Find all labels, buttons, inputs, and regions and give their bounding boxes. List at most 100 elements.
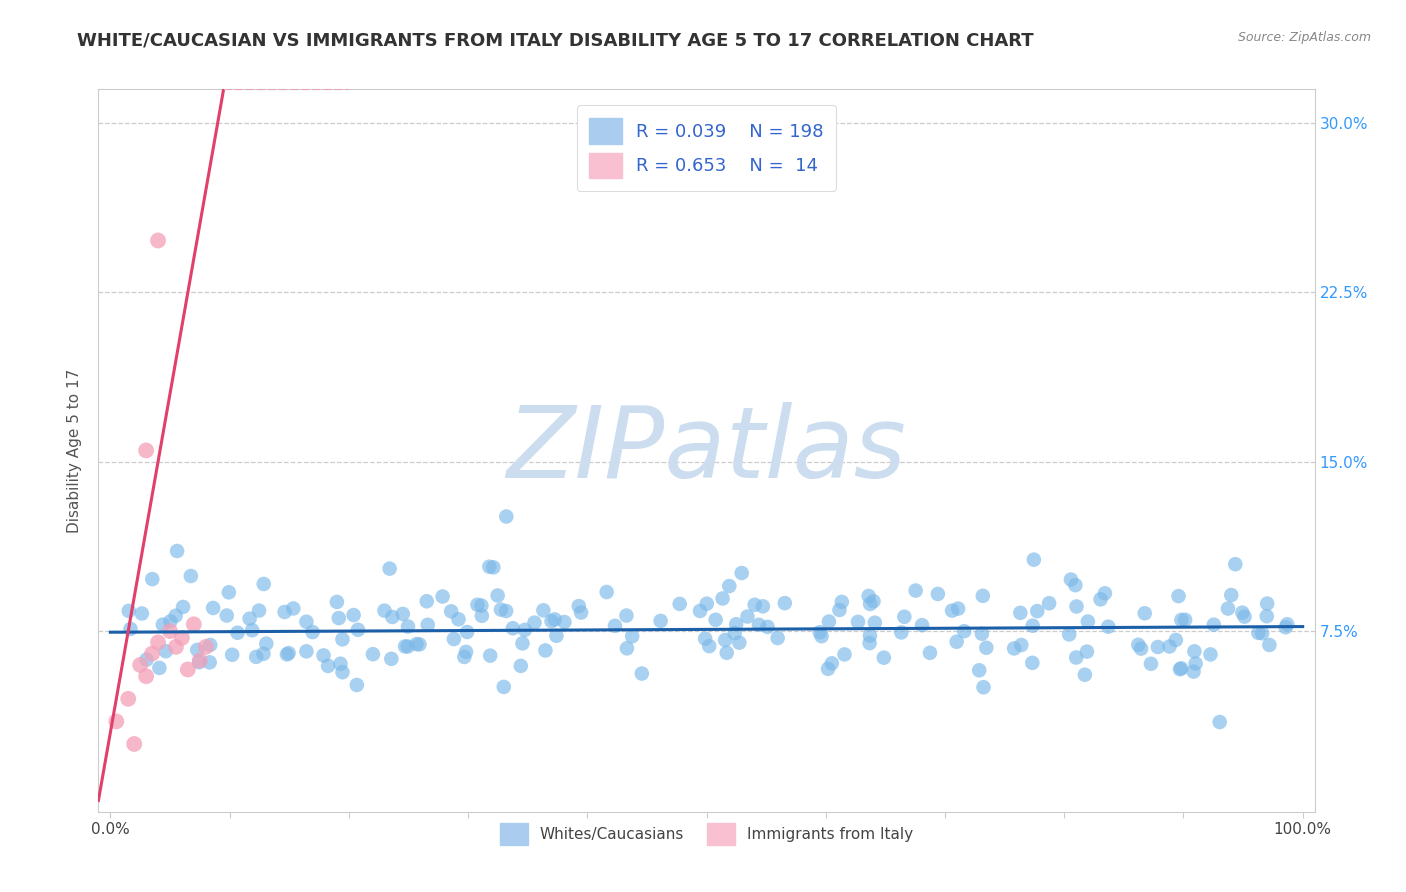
Point	[1174, 613, 1197, 627]
Point	[596, 585, 619, 599]
Point	[650, 614, 672, 628]
Point	[489, 602, 512, 616]
Point	[973, 680, 995, 694]
Point	[1256, 609, 1278, 624]
Point	[332, 632, 354, 647]
Point	[953, 624, 976, 639]
Point	[546, 629, 568, 643]
Point	[467, 598, 489, 612]
Point	[1097, 620, 1119, 634]
Point	[1216, 601, 1239, 615]
Point	[1247, 625, 1270, 640]
Point	[630, 666, 652, 681]
Point	[1208, 714, 1230, 729]
Point	[531, 603, 554, 617]
Point	[704, 613, 727, 627]
Point	[215, 608, 238, 623]
Point	[1076, 645, 1098, 659]
Point	[1220, 588, 1243, 602]
Point	[1182, 665, 1205, 679]
Legend: Whites/Caucasians, Immigrants from Italy: Whites/Caucasians, Immigrants from Italy	[494, 817, 920, 851]
Point	[118, 604, 141, 618]
Point	[862, 594, 884, 608]
Point	[927, 587, 949, 601]
Point	[1199, 648, 1222, 662]
Point	[202, 601, 225, 615]
Text: WHITE/CAUCASIAN VS IMMIGRANTS FROM ITALY DISABILITY AGE 5 TO 17 CORRELATION CHAR: WHITE/CAUCASIAN VS IMMIGRANTS FROM ITALY…	[77, 31, 1033, 49]
Point	[172, 599, 194, 614]
Point	[378, 561, 401, 575]
Point	[569, 606, 592, 620]
Point	[716, 646, 738, 660]
Point	[486, 589, 509, 603]
Point	[456, 625, 478, 640]
Point	[159, 615, 181, 629]
Point	[453, 649, 475, 664]
Point	[904, 583, 927, 598]
Point	[697, 639, 720, 653]
Point	[621, 629, 644, 643]
Point	[1090, 592, 1112, 607]
Point	[512, 636, 534, 650]
Point	[1170, 613, 1192, 627]
Point	[380, 652, 402, 666]
Point	[1168, 662, 1191, 676]
Point	[396, 619, 419, 633]
Point	[540, 614, 562, 628]
Point	[1167, 589, 1189, 603]
Text: ZIPatlas: ZIPatlas	[506, 402, 907, 499]
Point	[1225, 558, 1247, 572]
Point	[381, 610, 404, 624]
Point	[1002, 641, 1025, 656]
Point	[146, 635, 169, 649]
Point	[1233, 609, 1256, 624]
Point	[1057, 627, 1080, 641]
Point	[863, 615, 886, 630]
Point	[1038, 596, 1060, 610]
Point	[818, 615, 841, 629]
Point	[534, 643, 557, 657]
Point	[155, 644, 177, 658]
Point	[1026, 604, 1049, 618]
Point	[239, 612, 262, 626]
Point	[194, 640, 217, 654]
Point	[834, 648, 856, 662]
Point	[312, 648, 335, 663]
Point	[396, 640, 419, 654]
Point	[152, 617, 174, 632]
Point	[711, 591, 734, 606]
Point	[976, 640, 998, 655]
Point	[696, 597, 718, 611]
Point	[1066, 599, 1088, 614]
Point	[188, 655, 211, 669]
Point	[695, 632, 717, 646]
Point	[1010, 606, 1032, 620]
Point	[141, 572, 163, 586]
Point	[810, 629, 832, 643]
Point	[821, 657, 844, 671]
Point	[253, 577, 276, 591]
Point	[495, 509, 517, 524]
Point	[1140, 657, 1163, 671]
Point	[748, 617, 770, 632]
Point	[689, 604, 711, 618]
Point	[170, 631, 193, 645]
Point	[361, 647, 384, 661]
Point	[1074, 667, 1097, 681]
Point	[432, 590, 454, 604]
Point	[186, 643, 208, 657]
Point	[131, 607, 153, 621]
Point	[858, 636, 880, 650]
Point	[148, 661, 170, 675]
Point	[1184, 657, 1206, 671]
Point	[893, 609, 915, 624]
Point	[831, 595, 853, 609]
Point	[301, 625, 323, 640]
Point	[276, 648, 298, 662]
Point	[247, 604, 270, 618]
Point	[177, 663, 200, 677]
Point	[416, 594, 439, 608]
Point	[226, 625, 249, 640]
Point	[326, 595, 349, 609]
Point	[513, 623, 536, 637]
